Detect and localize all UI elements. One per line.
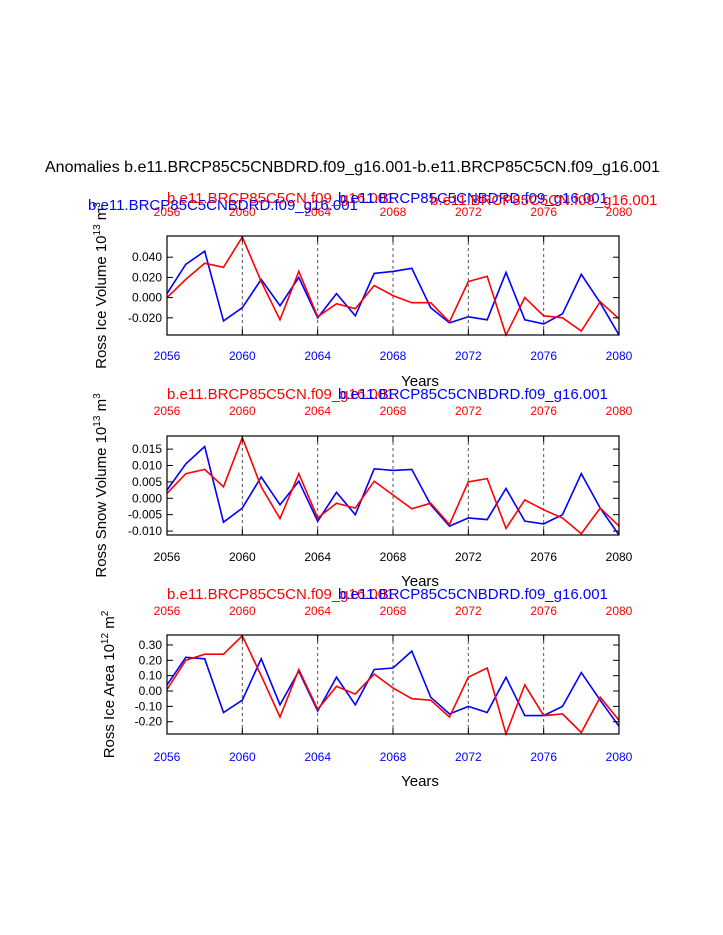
y-axis-label-part: m [93, 208, 110, 225]
panel-title-blue: b.e11.BRCP85C5CNBDRD.f09_g16.001 [338, 190, 608, 207]
y-axis-label-part: m [93, 399, 110, 416]
series-line-blue [166, 444, 620, 536]
y-tick-label: 0.015 [132, 442, 162, 456]
y-axis-label-part: Ross Ice Area 10 [101, 644, 118, 758]
chart-panel-snow: 0.015 0.010 0.005 0.000 -0.005 -0.010 2056 2056… [92, 386, 633, 590]
x-tick-label: 2064 [304, 550, 331, 564]
x-tick-label: 2056 [154, 349, 181, 363]
x-tick-label-top: 2068 [380, 604, 407, 618]
x-tick-label-top: 2060 [229, 205, 256, 219]
x-tick-label: 2060 [229, 550, 256, 564]
x-tick-label-top: 2064 [304, 604, 331, 618]
x-tick-label-top: 2072 [455, 604, 482, 618]
x-tick-label: 2072 [455, 550, 482, 564]
x-tick-label-top: 2056 [154, 604, 181, 618]
x-tick-label: 2064 [304, 750, 331, 764]
y-tick-label: -0.20 [135, 715, 163, 729]
x-tick-label: 2072 [455, 349, 482, 363]
y-tick-label: 0.000 [132, 291, 162, 305]
x-tick-label: 2056 [154, 750, 181, 764]
x-tick-label-top: 2068 [380, 205, 407, 219]
x-tick-label: 2080 [606, 550, 633, 564]
y-tick-label: 0.20 [139, 653, 163, 667]
panel-title-red: b.e11.BRCP85C5CN.f09_g16.001 [167, 586, 394, 603]
y-axis-label-part: m [101, 616, 118, 633]
x-tick-label-top: 2076 [530, 205, 557, 219]
x-tick-label-top: 2076 [530, 404, 557, 418]
panel-title-blue: b.e11.BRCP85C5CNBDRD.f09_g16.001 [338, 386, 608, 403]
y-tick-label: 0.040 [132, 250, 162, 264]
x-tick-label: 2068 [380, 750, 407, 764]
x-tick-label: 2068 [380, 349, 407, 363]
x-tick-label: 2060 [229, 349, 256, 363]
panel-title-blue: b.e11.BRCP85C5CNBDRD.f09_g16.001 [338, 586, 608, 603]
x-tick-label-top: 2080 [606, 205, 633, 219]
x-tick-label-top: 2080 [606, 604, 633, 618]
x-tick-label-top: 2064 [304, 404, 331, 418]
y-axis-label-exponent: 13 [92, 224, 103, 236]
x-axis-label: Years [401, 573, 439, 590]
x-tick-label-top: 2072 [455, 205, 482, 219]
y-tick-label: 0.10 [139, 669, 163, 683]
series-line-blue [166, 249, 620, 336]
y-axis-label-exponent: 2 [100, 610, 111, 616]
y-axis-label: Ross Snow Volume 1013 m3 [92, 393, 110, 578]
y-axis-label-exponent: 3 [92, 202, 103, 208]
y-axis-label-exponent: 3 [92, 393, 103, 399]
y-tick-label: 0.00 [139, 684, 163, 698]
y-tick-label: 0.30 [139, 638, 163, 652]
chart-panel-area: 0.300.20 0.100.00-0.10 -0.20 2056 2056 2060 20… [100, 586, 633, 790]
y-axis-label: Ross Ice Volume 1013 m3 [92, 202, 110, 369]
y-tick-label: -0.10 [135, 699, 163, 713]
x-tick-label: 2068 [380, 550, 407, 564]
y-axis-label-exponent: 12 [100, 633, 111, 645]
x-tick-label: 2076 [530, 750, 557, 764]
panel-title-red: b.e11.BRCP85C5CN.f09_g16.001 [167, 386, 394, 403]
y-axis-label-part: Ross Snow Volume 10 [93, 427, 110, 578]
x-tick-label: 2060 [229, 750, 256, 764]
y-tick-label: 0.005 [132, 475, 162, 489]
y-axis-label: Ross Ice Area 1012 m2 [100, 610, 118, 758]
x-tick-label: 2076 [530, 550, 557, 564]
x-tick-label-top: 2068 [380, 404, 407, 418]
x-tick-label-top: 2076 [530, 604, 557, 618]
x-tick-label-top: 2060 [229, 604, 256, 618]
x-tick-label: 2080 [606, 349, 633, 363]
y-tick-label: -0.005 [128, 508, 162, 522]
panel-title-red-right: b.e11.BRCP85C5CN.f09_g16.001 [430, 192, 657, 209]
y-axis-label-part: Ross Ice Volume 10 [93, 235, 110, 368]
x-tick-label: 2064 [304, 349, 331, 363]
x-tick-label: 2080 [606, 750, 633, 764]
x-tick-label-top: 2064 [304, 205, 331, 219]
x-tick-label-top: 2060 [229, 404, 256, 418]
x-tick-label-top: 2056 [154, 404, 181, 418]
chart-panel-volume: 0.040 0.020 0.000 -0.020 2056 2056 2060 2060 206… [88, 190, 657, 390]
x-tick-label-top: 2072 [455, 404, 482, 418]
y-tick-label: 0.020 [132, 270, 162, 284]
x-tick-label-top: 2080 [606, 404, 633, 418]
y-axis-label-exponent: 13 [92, 415, 103, 427]
panel-title-left: b.e11.BRCP85C5CNBDRD.f09_g16.001 [88, 197, 358, 214]
figure-title: Anomalies b.e11.BRCP85C5CNBDRD.f09_g16.0… [45, 159, 660, 176]
x-axis-label: Years [401, 773, 439, 790]
x-tick-label-top: 2056 [154, 205, 181, 219]
panel-title-red: b.e11.BRCP85C5CN.f09_g16.001 [167, 190, 394, 207]
x-tick-label: 2076 [530, 349, 557, 363]
x-tick-label: 2056 [154, 550, 181, 564]
x-tick-label: 2072 [455, 750, 482, 764]
y-tick-label: 0.010 [132, 459, 162, 473]
x-axis-label: Years [401, 373, 439, 390]
y-tick-label: -0.010 [128, 524, 162, 538]
y-tick-label: -0.020 [128, 311, 162, 325]
y-tick-label: 0.000 [132, 491, 162, 505]
